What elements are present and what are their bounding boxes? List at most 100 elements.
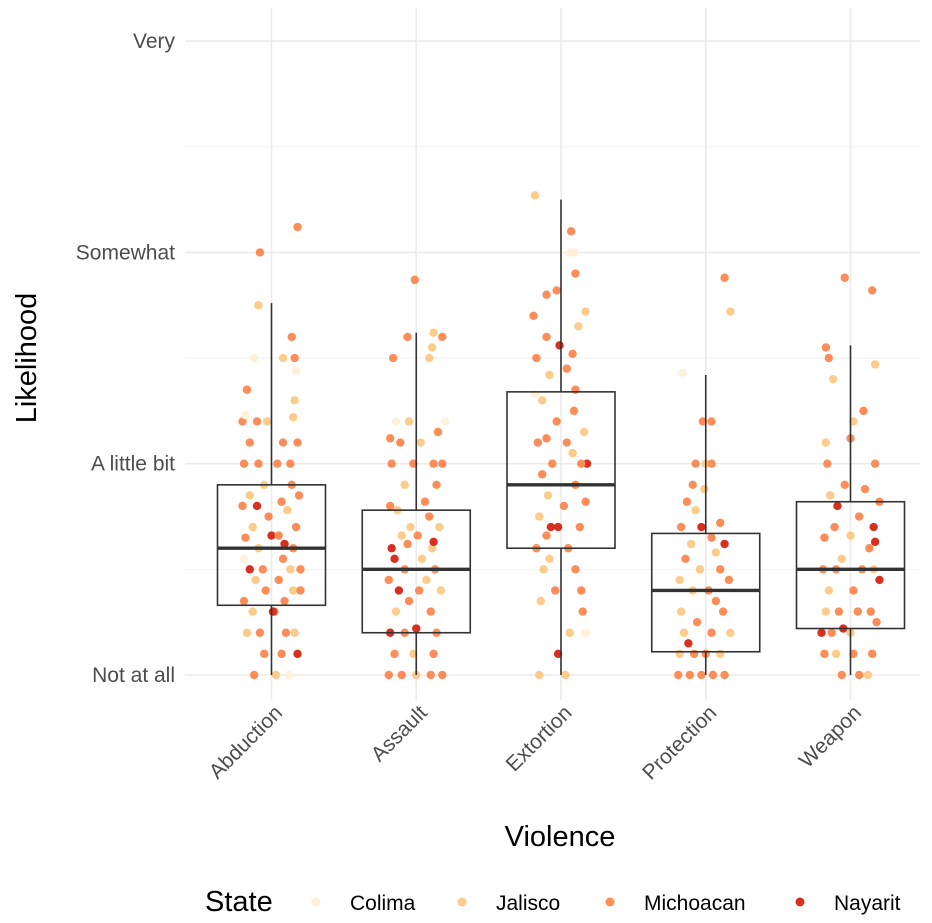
data-point (720, 273, 729, 282)
data-point (821, 438, 831, 447)
data-point (258, 565, 268, 574)
data-point (695, 565, 705, 574)
data-point (724, 575, 734, 585)
data-point (238, 501, 247, 511)
data-point (277, 649, 286, 659)
data-point (574, 322, 583, 331)
data-point (860, 484, 870, 494)
data-point (575, 522, 585, 532)
data-point (581, 628, 590, 637)
data-point (271, 670, 281, 680)
data-point (687, 539, 696, 549)
data-point (255, 628, 265, 637)
data-point (404, 596, 414, 606)
legend: State Colima Jalisco Michoacan Nayarit (205, 886, 901, 918)
data-point (854, 670, 864, 680)
data-point (571, 269, 580, 278)
data-point (571, 385, 580, 394)
data-point (824, 586, 833, 595)
data-point (397, 670, 406, 680)
x-tick-label: Protection (638, 701, 721, 784)
data-point (278, 353, 288, 363)
data-point (384, 575, 393, 585)
data-point (435, 522, 444, 532)
data-point (406, 522, 415, 532)
box-weapon (795, 345, 906, 675)
data-point (239, 554, 249, 563)
box-iqr (506, 391, 616, 550)
data-point (249, 670, 259, 680)
data-point (581, 497, 590, 506)
data-point (569, 406, 579, 416)
data-point (853, 607, 862, 616)
data-point (530, 191, 540, 200)
data-point (533, 438, 543, 447)
data-point (261, 586, 270, 595)
legend-title: State (205, 886, 273, 918)
data-point (277, 497, 286, 506)
data-point (287, 332, 296, 342)
data-point (241, 410, 250, 420)
data-point (569, 248, 579, 257)
data-point (280, 539, 289, 549)
data-point (562, 438, 571, 447)
data-point (837, 670, 847, 680)
box-iqr (361, 509, 472, 634)
box-iqr (650, 532, 761, 653)
data-point (828, 374, 838, 384)
data-point (566, 227, 576, 236)
data-point (823, 459, 832, 468)
data-point (821, 607, 831, 616)
data-point (678, 368, 687, 378)
data-point (868, 649, 877, 659)
data-point (403, 539, 412, 549)
data-point (542, 290, 551, 299)
data-point (242, 385, 252, 394)
data-point (846, 531, 855, 540)
data-point (820, 533, 829, 542)
data-point (255, 248, 265, 257)
data-point (289, 586, 298, 595)
data-point (241, 533, 250, 542)
data-point (581, 307, 590, 316)
data-point (863, 670, 873, 680)
data-point (716, 565, 725, 574)
data-point (274, 531, 283, 540)
data-point (870, 459, 880, 468)
data-point (385, 501, 395, 511)
data-point (248, 607, 257, 616)
data-point (700, 484, 709, 494)
data-point (426, 607, 435, 616)
data-point (400, 480, 409, 490)
data-point (691, 459, 700, 468)
data-point (539, 565, 548, 574)
data-point (278, 554, 288, 563)
data-point (429, 649, 438, 659)
data-point (718, 607, 728, 616)
data-point (720, 670, 729, 680)
data-point (388, 353, 398, 363)
data-point (830, 522, 839, 532)
data-point (245, 491, 254, 500)
data-point (532, 353, 541, 363)
data-point (249, 353, 259, 363)
data-point (264, 512, 273, 521)
data-point (840, 480, 849, 490)
data-point (542, 531, 551, 540)
data-point (293, 222, 302, 232)
data-point (262, 417, 272, 426)
legend-item-colima: Colima (311, 892, 416, 915)
data-point (290, 628, 299, 637)
data-point (394, 586, 404, 595)
data-point (438, 459, 447, 468)
data-point (390, 649, 399, 659)
data-point (582, 459, 592, 468)
data-point (239, 459, 249, 468)
data-point (565, 628, 574, 637)
data-point (403, 332, 412, 342)
data-point (294, 491, 304, 500)
data-point (438, 332, 447, 342)
data-point (426, 670, 435, 680)
data-point (711, 548, 721, 557)
